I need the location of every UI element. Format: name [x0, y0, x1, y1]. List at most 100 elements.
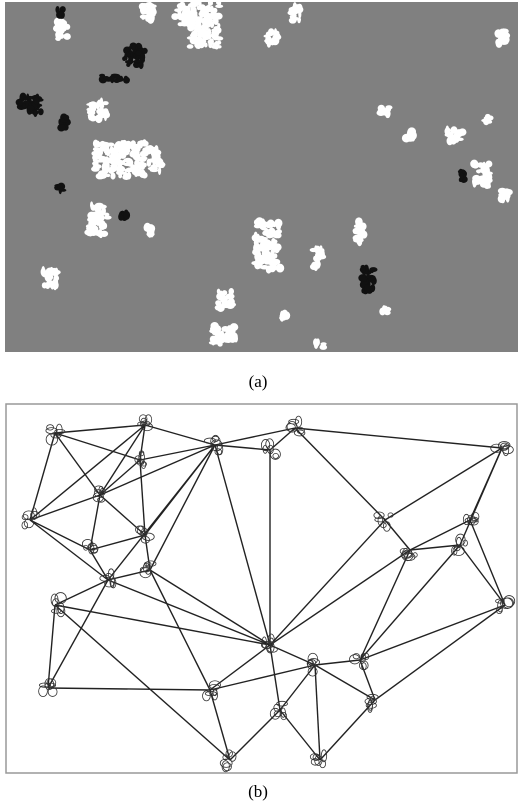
blob	[230, 335, 234, 341]
blob	[108, 167, 114, 173]
blob	[92, 155, 98, 161]
blob	[146, 227, 154, 230]
blob	[217, 289, 220, 294]
blob	[195, 40, 202, 49]
blob	[104, 215, 112, 219]
blob	[273, 36, 278, 40]
blob	[135, 50, 141, 55]
blob	[446, 125, 449, 132]
blob	[209, 329, 218, 334]
blob	[110, 164, 118, 167]
blob	[87, 230, 93, 236]
blob	[89, 215, 93, 222]
blob	[130, 150, 137, 158]
blob	[86, 108, 94, 112]
blob	[454, 134, 461, 139]
blob	[174, 8, 181, 12]
blob	[201, 17, 209, 25]
blob	[353, 231, 362, 235]
blob	[55, 6, 59, 14]
blob	[214, 339, 223, 345]
blob	[136, 168, 141, 172]
blob	[501, 28, 509, 33]
caption: (b)	[248, 782, 268, 801]
blob	[146, 7, 154, 14]
blob	[217, 304, 225, 312]
blob	[57, 183, 65, 191]
blob	[196, 22, 199, 26]
blob	[28, 96, 32, 99]
panel-b	[6, 404, 517, 773]
blob	[358, 274, 367, 282]
blob	[310, 248, 318, 252]
blob	[227, 302, 236, 307]
blob	[149, 4, 156, 8]
blob	[65, 24, 71, 30]
blob	[95, 203, 104, 208]
blob	[210, 6, 214, 14]
blob	[215, 5, 223, 8]
blob	[98, 231, 106, 236]
blob	[38, 108, 44, 115]
blob	[254, 232, 258, 240]
blob	[213, 26, 218, 30]
blob	[63, 33, 70, 40]
blob	[293, 17, 300, 20]
blob	[485, 161, 492, 168]
blob	[140, 151, 145, 157]
blob	[146, 145, 154, 154]
blob	[227, 325, 231, 333]
blob	[135, 56, 138, 60]
blob	[143, 11, 148, 14]
blob	[480, 182, 488, 188]
blob	[254, 254, 258, 260]
blob	[482, 172, 486, 178]
blob	[210, 34, 217, 38]
blob	[42, 282, 47, 288]
blob	[264, 243, 273, 250]
blob	[125, 141, 132, 146]
blob	[271, 251, 275, 259]
blob	[47, 273, 53, 280]
blob	[123, 163, 131, 166]
blob	[498, 194, 506, 203]
blob	[486, 120, 492, 123]
blob	[472, 177, 478, 186]
blob	[199, 4, 205, 11]
panel-a	[5, 0, 518, 352]
blob	[91, 204, 96, 210]
blob	[152, 158, 156, 164]
blob	[261, 227, 268, 230]
blob	[58, 36, 61, 41]
blob	[273, 222, 277, 227]
blob	[64, 115, 70, 121]
blob	[266, 231, 271, 237]
blob	[41, 268, 46, 276]
blob	[188, 19, 196, 27]
blob	[101, 172, 104, 178]
blob	[108, 76, 115, 81]
blob	[260, 256, 266, 264]
blob	[104, 150, 113, 154]
blob	[502, 188, 510, 195]
blob	[387, 105, 391, 111]
blob	[107, 142, 114, 146]
blob	[280, 313, 285, 318]
blob	[92, 161, 99, 165]
blob	[355, 217, 363, 226]
blob	[314, 339, 317, 347]
graph-image	[6, 404, 517, 773]
blob	[199, 13, 206, 16]
blob	[100, 141, 106, 147]
blob	[273, 231, 280, 238]
blob	[276, 264, 284, 273]
blob	[89, 116, 96, 122]
blob	[122, 174, 130, 179]
blob	[265, 36, 271, 42]
blob	[378, 108, 384, 113]
blob	[383, 307, 391, 312]
blob	[383, 113, 387, 116]
blob	[114, 145, 122, 152]
blob	[96, 102, 99, 109]
blob	[356, 238, 360, 245]
